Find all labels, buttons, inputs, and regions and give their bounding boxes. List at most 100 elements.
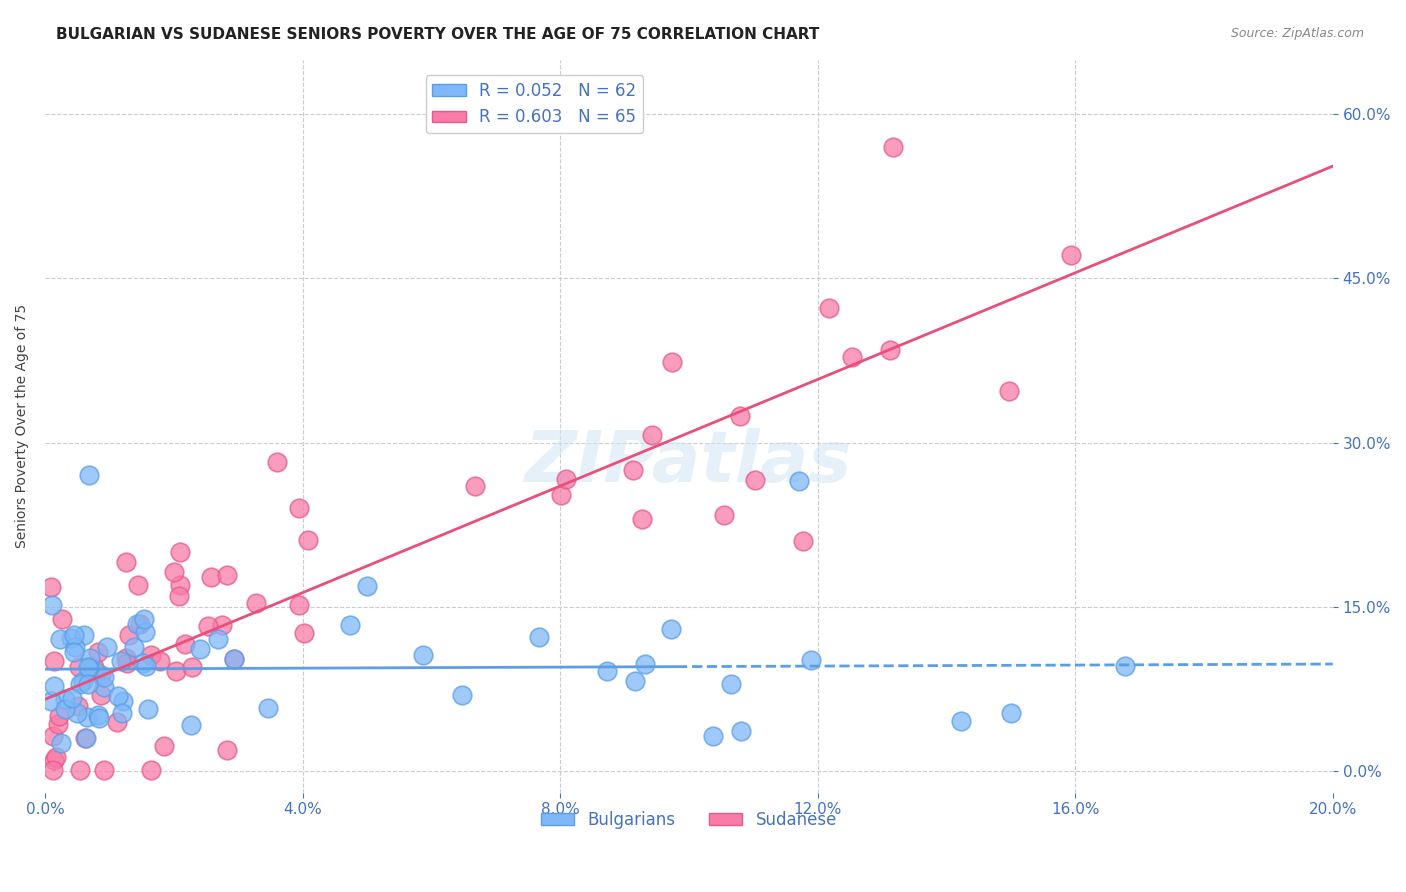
Point bbox=[67, 660, 90, 674]
Point bbox=[132, 611, 155, 625]
Point bbox=[702, 729, 724, 743]
Point bbox=[84, 665, 107, 679]
Point bbox=[132, 656, 155, 670]
Point bbox=[127, 617, 149, 632]
Point bbox=[527, 631, 550, 645]
Point bbox=[129, 616, 152, 631]
Point bbox=[720, 676, 742, 690]
Point bbox=[127, 578, 149, 592]
Point bbox=[41, 598, 63, 612]
Point bbox=[44, 679, 66, 693]
Point bbox=[167, 589, 190, 603]
Point bbox=[63, 628, 86, 642]
Point bbox=[949, 714, 972, 728]
Point bbox=[87, 711, 110, 725]
Point bbox=[48, 709, 70, 723]
Point bbox=[633, 657, 655, 672]
Point bbox=[879, 343, 901, 357]
Point bbox=[163, 565, 186, 579]
Point bbox=[841, 350, 863, 364]
Point bbox=[83, 660, 105, 674]
Point bbox=[66, 706, 89, 720]
Point bbox=[77, 468, 100, 483]
Point bbox=[77, 661, 100, 675]
Point bbox=[197, 618, 219, 632]
Point bbox=[412, 648, 434, 662]
Point bbox=[730, 409, 752, 424]
Point bbox=[114, 650, 136, 665]
Point bbox=[287, 500, 309, 515]
Point bbox=[76, 710, 98, 724]
Point bbox=[641, 428, 664, 442]
Point bbox=[42, 655, 65, 669]
Point bbox=[110, 654, 132, 668]
Point bbox=[356, 579, 378, 593]
Point bbox=[153, 739, 176, 753]
Point bbox=[134, 624, 156, 639]
Point bbox=[87, 645, 110, 659]
Point bbox=[41, 580, 63, 594]
Point bbox=[53, 692, 76, 706]
Point bbox=[77, 677, 100, 691]
Point bbox=[624, 673, 647, 688]
Point bbox=[139, 763, 162, 777]
Point bbox=[550, 488, 572, 502]
Point bbox=[211, 618, 233, 632]
Point bbox=[257, 701, 280, 715]
Point bbox=[73, 731, 96, 745]
Point bbox=[149, 654, 172, 668]
Point bbox=[245, 596, 267, 610]
Point bbox=[45, 750, 67, 764]
Point bbox=[659, 622, 682, 636]
Point bbox=[173, 637, 195, 651]
Point bbox=[998, 384, 1021, 398]
Y-axis label: Seniors Poverty Over the Age of 75: Seniors Poverty Over the Age of 75 bbox=[15, 304, 30, 549]
Point bbox=[79, 651, 101, 665]
Point bbox=[744, 473, 766, 487]
Point bbox=[73, 628, 96, 642]
Point bbox=[138, 702, 160, 716]
Point bbox=[339, 618, 361, 632]
Point bbox=[180, 660, 202, 674]
Point bbox=[292, 625, 315, 640]
Point bbox=[200, 570, 222, 584]
Point bbox=[111, 693, 134, 707]
Point bbox=[69, 763, 91, 777]
Point bbox=[190, 642, 212, 657]
Point bbox=[115, 555, 138, 569]
Point bbox=[76, 660, 98, 674]
Point bbox=[93, 763, 115, 777]
Point bbox=[266, 455, 288, 469]
Point bbox=[69, 677, 91, 691]
Point bbox=[60, 690, 83, 705]
Point bbox=[42, 763, 65, 777]
Text: Source: ZipAtlas.com: Source: ZipAtlas.com bbox=[1230, 27, 1364, 40]
Point bbox=[1000, 706, 1022, 720]
Point bbox=[207, 632, 229, 646]
Point bbox=[217, 743, 239, 757]
Point bbox=[96, 640, 118, 655]
Point bbox=[631, 511, 654, 525]
Point bbox=[464, 479, 486, 493]
Point bbox=[623, 463, 645, 477]
Point bbox=[111, 706, 134, 720]
Point bbox=[60, 632, 83, 646]
Point bbox=[118, 628, 141, 642]
Point bbox=[222, 651, 245, 665]
Point bbox=[86, 707, 108, 722]
Point bbox=[215, 568, 238, 582]
Point bbox=[53, 702, 76, 716]
Legend: Bulgarians, Sudanese: Bulgarians, Sudanese bbox=[534, 805, 844, 836]
Point bbox=[800, 653, 823, 667]
Point bbox=[817, 301, 839, 316]
Point bbox=[792, 533, 814, 548]
Point bbox=[93, 680, 115, 694]
Point bbox=[139, 648, 162, 663]
Point bbox=[180, 718, 202, 732]
Point bbox=[451, 688, 474, 702]
Point bbox=[49, 632, 72, 647]
Point bbox=[49, 736, 72, 750]
Point bbox=[66, 699, 89, 714]
Point bbox=[63, 640, 86, 654]
Point bbox=[90, 667, 112, 681]
